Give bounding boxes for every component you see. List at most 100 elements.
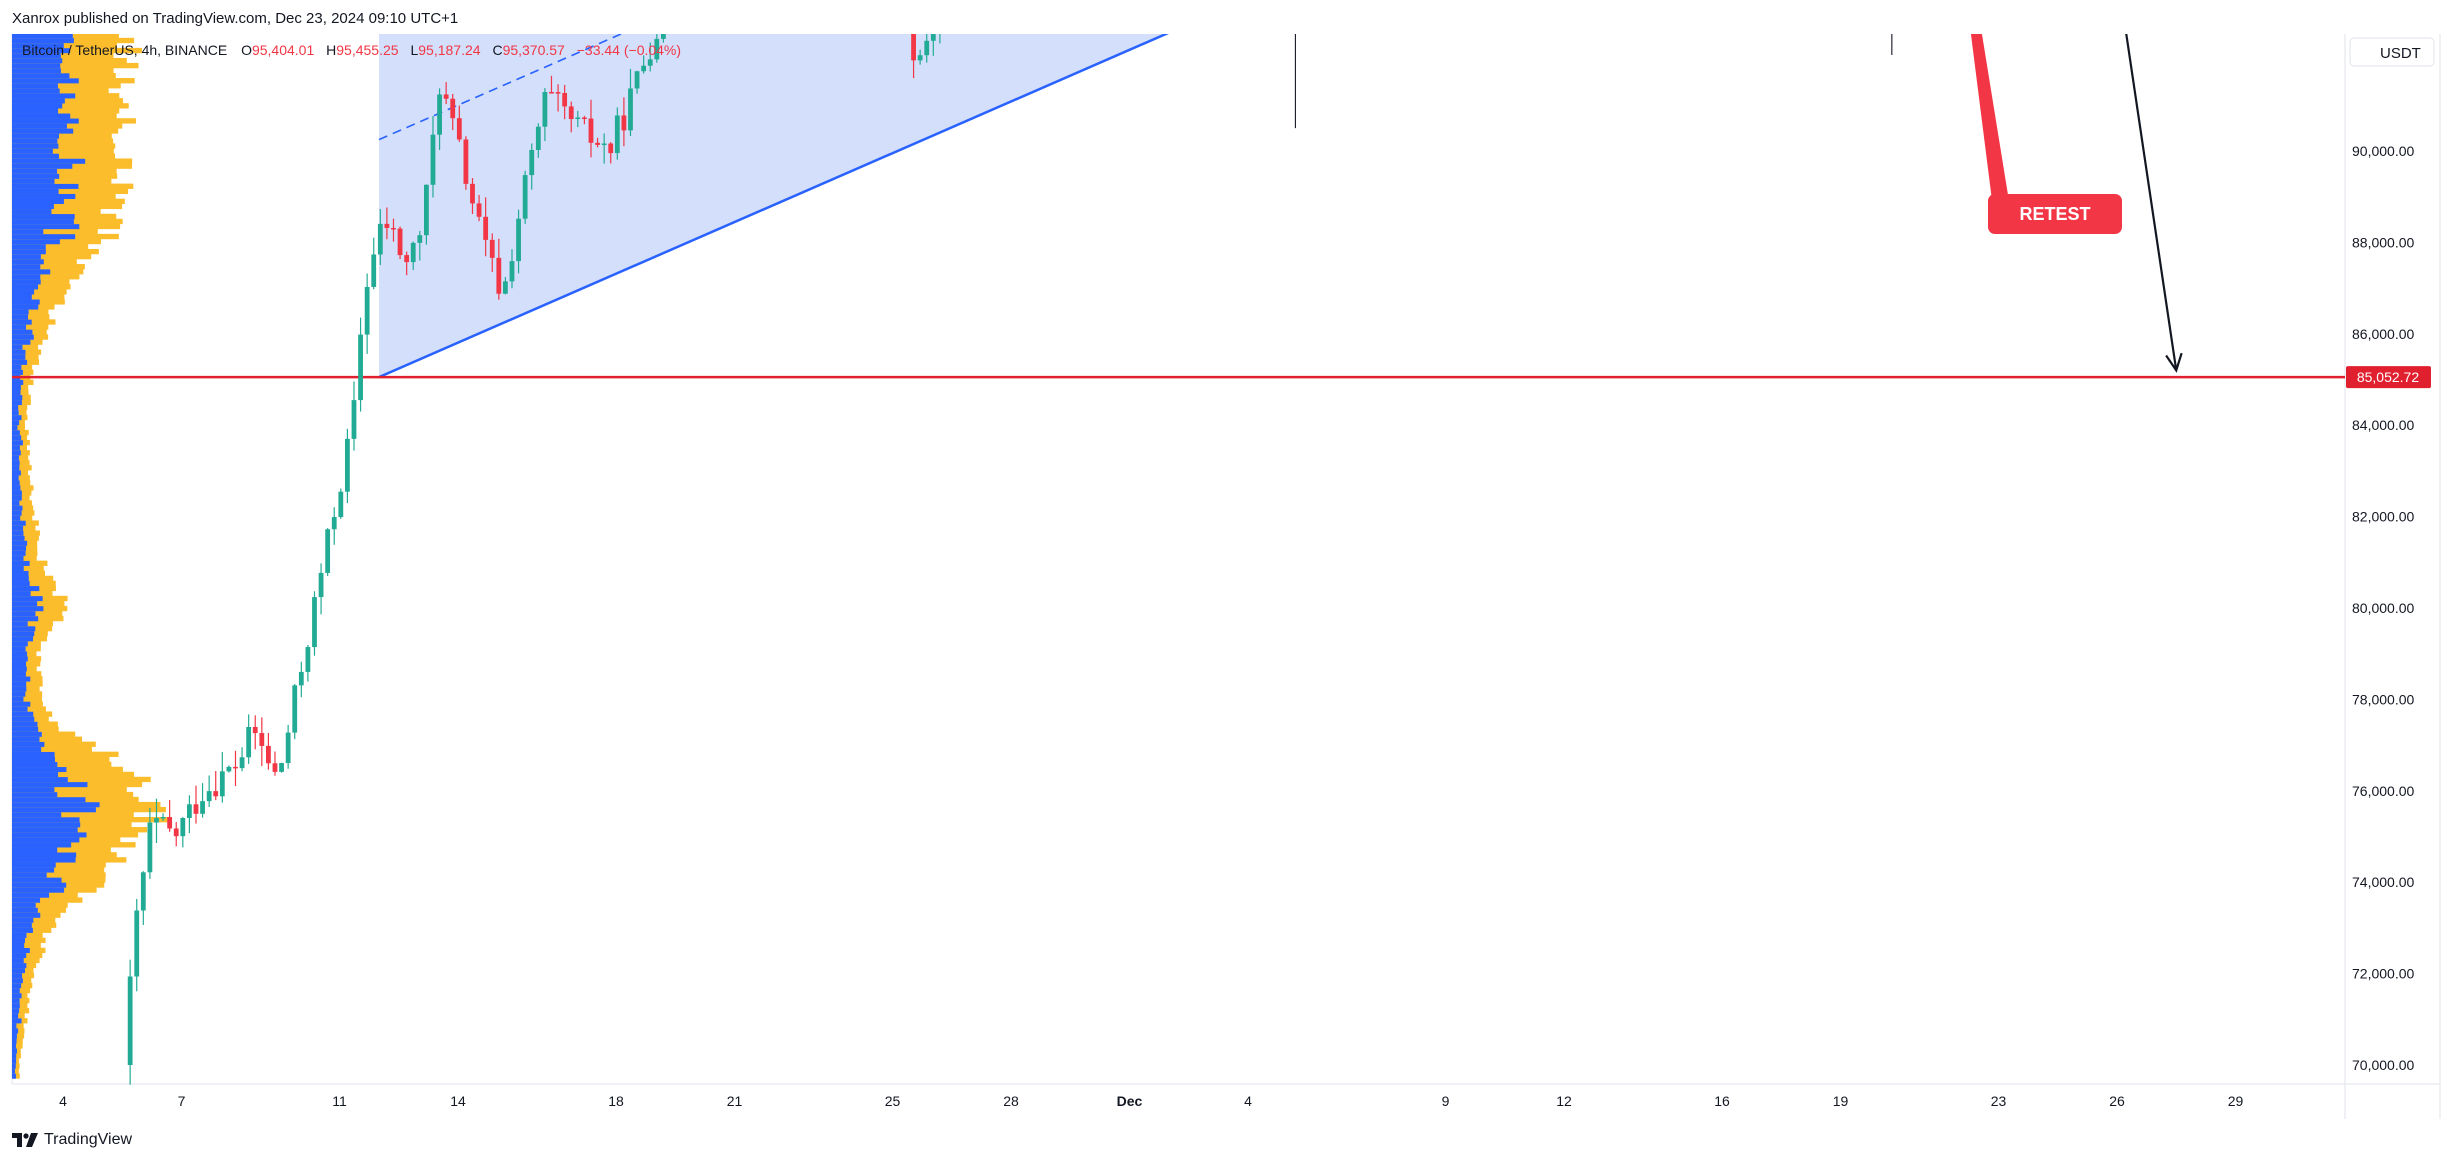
profile-bar-buy: [12, 872, 47, 878]
candle-up: [647, 59, 653, 66]
profile-bar-total: [12, 1043, 23, 1049]
price-chart[interactable]: RETEST 70,000.00 72,000.00 74,000.00 76,000…: [0, 34, 2454, 1120]
candle-up: [345, 438, 350, 492]
profile-bar-total: [12, 842, 136, 848]
profile-bar-buy: [12, 384, 21, 391]
candle-up: [516, 218, 521, 262]
candle-up: [634, 71, 640, 89]
candle-up: [219, 771, 225, 797]
profile-bar-buy: [12, 123, 67, 129]
candle-up: [292, 685, 298, 733]
tradingview-brand: TradingView: [44, 1131, 133, 1148]
candle-up: [134, 910, 140, 977]
profile-bar-buy: [12, 520, 26, 526]
profile-bar-total: [12, 480, 31, 486]
support-line-group[interactable]: [12, 34, 2345, 379]
profile-bar-buy: [12, 761, 58, 768]
profile-bar-buy: [12, 766, 67, 773]
time-tick-label: 16: [1714, 1093, 1730, 1109]
profile-bar-buy: [12, 113, 71, 119]
profile-bar-total: [12, 500, 32, 506]
candle-up: [358, 334, 363, 401]
profile-bar-total: [12, 560, 48, 566]
time-tick-label: 14: [450, 1093, 466, 1109]
profile-bar-buy: [12, 1013, 19, 1019]
profile-bar-buy: [12, 746, 42, 752]
profile-bar-total: [12, 404, 28, 411]
candle-down: [193, 804, 199, 814]
ascending-channel[interactable]: [378, 34, 2176, 379]
legend-high-value: 95,455.25: [336, 42, 398, 58]
profile-bar-buy: [12, 148, 53, 154]
profile-bar-total: [12, 284, 71, 290]
profile-bar-buy: [12, 917, 34, 923]
profile-bar-total: [12, 279, 70, 285]
profile-bar-total: [12, 525, 36, 531]
profile-bar-total: [12, 475, 30, 481]
profile-bar-buy: [12, 238, 60, 245]
profile-bar-buy: [12, 128, 74, 134]
profile-bar-total: [12, 565, 44, 571]
profile-bar-total: [12, 253, 92, 260]
candle-down: [213, 791, 219, 797]
profile-bar-buy: [12, 791, 58, 798]
profile-bar-total: [12, 344, 39, 350]
profile-bar-total: [12, 535, 39, 541]
profile-bar-total: [12, 264, 85, 270]
time-tick-label: 28: [1003, 1093, 1019, 1109]
profile-bar-buy: [12, 796, 86, 803]
profile-bar-total: [12, 455, 29, 461]
published-by-text: Xanrox published on TradingView.com, Dec…: [12, 10, 459, 27]
price-tick-label: 72,000.00: [2352, 966, 2414, 982]
price-axis[interactable]: 70,000.00 72,000.00 74,000.00 76,000.00 78,0…: [2346, 34, 2431, 1073]
candle-up: [503, 281, 508, 294]
profile-bar-total: [12, 168, 117, 174]
candle-up: [331, 517, 337, 530]
chart-header: Xanrox published on TradingView.com, Dec…: [0, 0, 2454, 34]
profile-bar-total: [12, 1063, 20, 1069]
time-axis[interactable]: 4 7 11 14 18 21 25 28 Dec 4 9 12 16 19 23 26 29: [59, 1093, 2243, 1109]
profile-bar-buy: [12, 168, 58, 174]
profile-bar-buy: [12, 1023, 17, 1029]
profile-bar-total: [12, 505, 34, 511]
profile-bar-buy: [12, 987, 20, 994]
profile-bar-buy: [12, 153, 59, 159]
profile-bar-buy: [12, 419, 20, 426]
profile-bar-total: [12, 143, 116, 149]
legend-line: Bitcoin / TetherUS, 4h, BINANCE O95,404.…: [22, 42, 681, 58]
profile-bar-total: [12, 465, 32, 471]
candle-up: [351, 400, 357, 439]
profile-bar-total: [12, 1033, 25, 1039]
time-tick-label: 25: [885, 1093, 901, 1109]
time-tick-label: 7: [178, 1093, 186, 1109]
legend-high-label: H: [326, 42, 336, 58]
profile-bar-total: [12, 681, 43, 687]
price-tick-label: 80,000.00: [2352, 600, 2414, 616]
profile-bar-total: [12, 148, 114, 154]
time-tick-label: 18: [608, 1093, 624, 1109]
profile-bar-total: [12, 776, 151, 783]
profile-bar-total: [12, 791, 134, 798]
profile-bar-buy: [12, 1063, 16, 1069]
profile-bar-buy: [12, 852, 77, 858]
legend-open-label: O: [241, 42, 252, 58]
candle-up: [917, 55, 923, 61]
currency-button[interactable]: USDT: [2349, 37, 2435, 67]
candle-down: [450, 98, 456, 119]
candle-up: [661, 34, 666, 39]
profile-bar-buy: [12, 264, 41, 270]
profile-bar-total: [12, 746, 92, 752]
profile-bar-buy: [12, 218, 74, 225]
candle-up: [285, 732, 291, 764]
profile-bar-total: [12, 364, 33, 370]
profile-bar-total: [12, 515, 33, 521]
retest-callout: [1988, 194, 2122, 234]
annotations[interactable]: RETEST: [1931, 34, 2183, 373]
profile-bar-buy: [12, 736, 40, 742]
profile-bar-buy: [12, 681, 27, 687]
profile-bar-buy: [12, 595, 43, 602]
channel-lower-line: [378, 34, 1170, 379]
profile-bar-buy: [12, 329, 33, 335]
candle-up: [641, 65, 647, 72]
candle-up: [298, 671, 304, 686]
